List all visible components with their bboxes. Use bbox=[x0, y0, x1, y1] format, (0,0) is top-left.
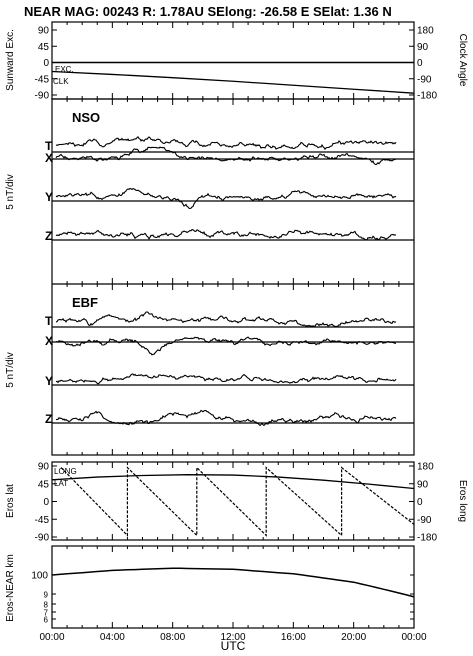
nso-component-label-x: X bbox=[45, 151, 53, 165]
eros-ytick-label-left: 45 bbox=[38, 479, 50, 490]
ebf-component-label-y: Y bbox=[45, 374, 53, 388]
distance-ytick-label: 8 bbox=[44, 601, 49, 610]
eros-ytick-label-left: -90 bbox=[35, 533, 50, 544]
x-tick-label: 08:00 bbox=[160, 632, 185, 643]
eros-ytick-label-right: 90 bbox=[417, 479, 429, 490]
top-ytick-label-left: 45 bbox=[38, 42, 50, 53]
top-ylabel-right: Clock Angle bbox=[457, 34, 468, 87]
x-tick-label: 00:00 bbox=[39, 632, 64, 643]
distance-panel-frame bbox=[51, 545, 415, 629]
eros-ytick-label-right: -90 bbox=[417, 515, 432, 526]
nso-component-label-y: Y bbox=[45, 190, 53, 204]
lat-label: LAT bbox=[54, 479, 68, 488]
eros-ytick-label-right: 180 bbox=[417, 462, 434, 473]
x-tick-label: 16:00 bbox=[281, 632, 306, 643]
x-tick-label: 04:00 bbox=[100, 632, 125, 643]
distance-ytick-label: 9 bbox=[44, 591, 49, 600]
ebf-trace-z bbox=[55, 409, 397, 427]
eros-ylabel-left: Eros lat bbox=[5, 484, 16, 518]
x-axis-label: UTC bbox=[221, 639, 246, 653]
eros-ytick-label-left: -45 bbox=[35, 515, 50, 526]
long-series-line bbox=[51, 474, 415, 490]
top-ytick-label-right: -90 bbox=[417, 74, 432, 85]
nso-component-label-z: Z bbox=[45, 229, 52, 243]
nso-trace-z bbox=[55, 228, 397, 241]
top-ylabel-left: Sunward Exc. bbox=[5, 29, 16, 91]
ebf-component-label-z: Z bbox=[45, 412, 52, 426]
distance-ylabel: Eros-NEAR km bbox=[5, 554, 16, 622]
x-axis: 00:00 04:00 08:00 12:00 16:00 20:00 00:00 bbox=[39, 22, 427, 643]
eros-ytick-label-left: 90 bbox=[38, 462, 50, 473]
eros-ylabel-right: Eros long bbox=[457, 480, 468, 522]
top-ytick-label-right: 180 bbox=[417, 26, 434, 37]
eros-panel-frame bbox=[51, 461, 415, 541]
top-ytick-label-left: 90 bbox=[38, 26, 50, 37]
top-panel: 90 180 45 90 0 0 -45 -90 -90 -180 EXC. CLK Sunwar… bbox=[5, 26, 468, 102]
ebf-component-label-x: X bbox=[45, 334, 53, 348]
eros-ytick-label-left: 0 bbox=[43, 497, 49, 508]
eros-panel: 90 180 45 90 0 0 -45 -90 -90 -180 LONG LAT Eros l… bbox=[5, 462, 468, 544]
x-tick-label: 12:00 bbox=[220, 632, 245, 643]
eros-ytick-label-right: -180 bbox=[417, 533, 437, 544]
nso-ylabel: 5 nT/div bbox=[5, 174, 16, 210]
ebf-panel: EBF 5 nT/div TX Y Z bbox=[5, 295, 414, 427]
top-ytick-label-left: -45 bbox=[35, 74, 50, 85]
top-ytick-label-right: 90 bbox=[417, 42, 429, 53]
nso-label: NSO bbox=[72, 110, 100, 125]
distance-ytick-label: 6 bbox=[44, 616, 49, 625]
ebf-ylabel: 5 nT/div bbox=[5, 352, 16, 388]
distance-ytick-label: 7 bbox=[44, 609, 49, 618]
top-ytick-label-right: 0 bbox=[417, 58, 423, 69]
top-ytick-label-left: -90 bbox=[35, 91, 50, 102]
eros-ytick-label-right: 0 bbox=[417, 497, 423, 508]
lat-series-line bbox=[60, 466, 415, 537]
top-ytick-label-right: -180 bbox=[417, 91, 437, 102]
exc-label: EXC. bbox=[55, 65, 74, 74]
long-label: LONG bbox=[54, 467, 77, 476]
ebf-component-label-t: T bbox=[45, 314, 53, 328]
ebf-trace-x bbox=[55, 336, 397, 356]
nso-component-label-t: T bbox=[45, 139, 53, 153]
ebf-trace-t bbox=[55, 311, 397, 328]
top-panel-frame bbox=[51, 21, 415, 100]
top-ytick-label-left: 0 bbox=[43, 58, 49, 69]
x-tick-label: 00:00 bbox=[401, 632, 426, 643]
distance-series-line bbox=[51, 567, 415, 598]
figure-title: NEAR MAG: 00243 R: 1.78AU SElong: -26.58… bbox=[24, 4, 392, 19]
clk-series-line bbox=[51, 70, 415, 94]
distance-ytick-label: 100 bbox=[31, 571, 48, 582]
ebf-trace-y bbox=[55, 373, 397, 385]
ebf-label: EBF bbox=[72, 295, 98, 310]
clk-label: CLK bbox=[53, 77, 69, 86]
nso-trace-x bbox=[55, 146, 397, 166]
nso-trace-t bbox=[55, 135, 397, 151]
x-tick-label: 20:00 bbox=[341, 632, 366, 643]
nso-trace-y bbox=[55, 187, 397, 210]
nso-panel: NSO 5 nT/div TX Y Z bbox=[5, 110, 414, 243]
